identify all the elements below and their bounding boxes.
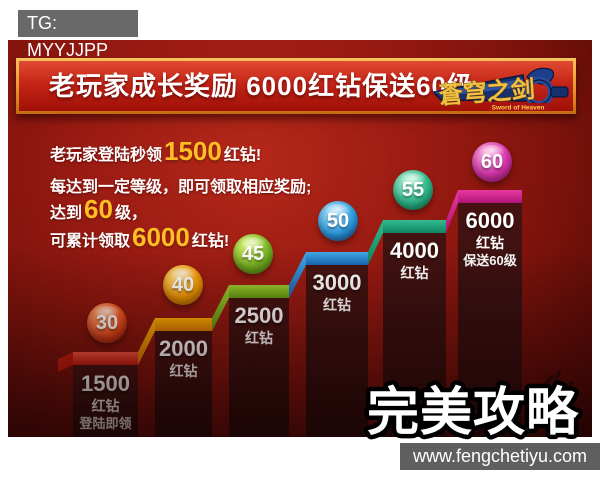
promo-line-1-number: 1500 [164,136,222,166]
logo-subtitle-text: Sword of Heaven [492,105,545,112]
game-logo: 蒼穹之剑 Sword of Heaven [432,67,569,112]
level-ball-30-number: 30 [95,312,119,334]
poster-title: 老玩家成长奖励 6000红钻保送60级 [49,71,474,101]
level-ball-45: 45 [233,234,273,274]
level-ball-50: 50 [318,201,358,241]
promo-line-3-number: 60 [84,194,113,224]
level-ball-60: 60 [472,142,512,182]
ribbon-cap-2 [155,318,212,331]
strategy-watermark: 完美攻略 [363,371,583,447]
level-ball-55-number: 55 [401,179,425,201]
level-ball-45-number: 45 [241,243,265,265]
level-ball-30: 30 [87,303,127,343]
promo-line-4-pre: 可累计领取 [50,233,131,250]
promo-line-4-post: 红钻! [191,233,230,250]
tg-watermark-badge: TG: MYYJJPP [18,10,138,60]
ribbon-diag-3 [289,252,306,298]
ribbon-cap-3 [229,285,289,298]
promo-line-3-post: 级， [114,205,147,222]
title-banner-inner: 老玩家成长奖励 6000红钻保送60级 蒼穹之剑 Sword of Heaven [19,61,573,111]
ribbon-cap-4 [306,252,368,265]
ribbon-cap-5 [383,220,446,233]
promo-line-3: 达到60 级， [50,194,147,225]
ribbon-diag-5 [446,190,458,233]
promo-line-1-post: 红钻! [223,147,262,164]
promo-line-4: 可累计领取6000 红钻! [50,222,229,253]
strategy-watermark-text: 完美攻略 [367,384,579,442]
ribbon-cap-1 [73,352,138,365]
ribbon-diag-2 [212,285,229,331]
level-ball-55: 55 [393,170,433,210]
level-ball-40: 40 [163,265,203,305]
ribbon-tab [58,352,73,372]
ribbon-diag-4 [368,220,383,265]
level-ball-50-number: 50 [326,210,350,232]
title-banner: 老玩家成长奖励 6000红钻保送60级 蒼穹之剑 Sword of Heaven [16,58,576,114]
promo-line-1-pre: 老玩家登陆秒领 [50,147,163,164]
ribbon-cap-6 [458,190,522,203]
sword-handle-icon [550,86,569,98]
ribbon-diag-1 [138,318,155,365]
level-ball-40-number: 40 [171,274,195,296]
website-bar: www.fengchetiyu.com [400,443,600,470]
promo-line-4-number: 6000 [132,222,190,252]
level-ball-60-number: 60 [480,151,504,173]
promo-line-1: 老玩家登陆秒领1500 红钻! [50,136,261,167]
promo-line-3-pre: 达到 [50,205,83,222]
